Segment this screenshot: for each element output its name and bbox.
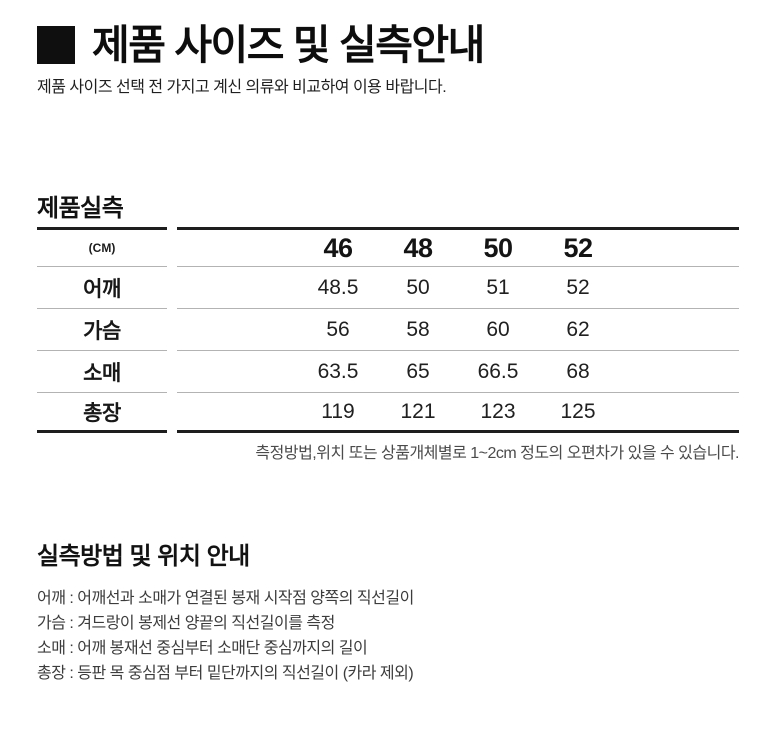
size-col-header-48: 48	[403, 232, 433, 263]
size-value: 63.5	[317, 359, 359, 383]
row-label: 어깨	[37, 267, 167, 309]
row-label: 가슴	[37, 309, 167, 351]
row-values: 48.5 50 51 52	[177, 267, 739, 309]
size-value: 52	[566, 275, 590, 299]
method-line-shoulder: 어깨 : 어깨선과 소매가 연결된 봉재 시작점 양쪽의 직선길이	[37, 590, 414, 607]
table-row-sleeve: 소매 63.5 65 66.5 68	[37, 351, 739, 393]
page-subtitle: 제품 사이즈 선택 전 가지고 계신 의류와 비교하여 이용 바랍니다.	[37, 79, 447, 96]
size-value: 66.5	[477, 359, 519, 383]
size-value: 48.5	[317, 275, 359, 299]
size-table-header-row: (CM) 46 48 50 52	[37, 227, 739, 267]
row-values: 119 121 123 125	[177, 393, 739, 433]
column-gap	[167, 267, 177, 309]
size-value: 125	[560, 399, 596, 423]
size-value: 56	[326, 317, 350, 341]
row-label: 총장	[37, 393, 167, 433]
size-value: 58	[406, 317, 430, 341]
table-row-shoulder: 어깨 48.5 50 51 52	[37, 267, 739, 309]
size-value: 51	[486, 275, 510, 299]
row-values: 56 58 60 62	[177, 309, 739, 351]
size-column-headers: 46 48 50 52	[177, 227, 739, 267]
row-label: 소매	[37, 351, 167, 393]
column-gap	[167, 351, 177, 393]
row-values: 63.5 65 66.5 68	[177, 351, 739, 393]
size-value: 119	[321, 399, 355, 423]
table-row-chest: 가슴 56 58 60 62	[37, 309, 739, 351]
size-col-header-46: 46	[323, 232, 353, 263]
page-title: 제품 사이즈 및 실측안내	[92, 22, 485, 68]
size-value: 123	[480, 399, 516, 423]
size-value: 60	[486, 317, 510, 341]
column-gap	[167, 227, 177, 267]
page-title-row: 제품 사이즈 및 실측안내	[37, 22, 740, 68]
size-value: 121	[400, 399, 436, 423]
table-row-total-length: 총장 119 121 123 125	[37, 393, 739, 433]
column-gap	[167, 393, 177, 433]
black-square-icon	[37, 26, 75, 64]
size-col-header-52: 52	[563, 232, 593, 263]
method-line-chest: 가슴 : 겨드랑이 봉제선 양끝의 직선길이를 측정	[37, 615, 335, 632]
method-line-total-length: 총장 : 등판 목 중심점 부터 밑단까지의 직선길이 (카라 제외)	[37, 665, 414, 682]
measure-tolerance-note: 측정방법,위치 또는 상품개체별로 1~2cm 정도의 오편차가 있을 수 있습…	[255, 445, 739, 462]
size-col-header-50: 50	[483, 232, 513, 263]
size-value: 50	[406, 275, 430, 299]
method-line-sleeve: 소매 : 어깨 봉재선 중심부터 소매단 중심까지의 길이	[37, 640, 368, 657]
unit-label: (CM)	[37, 227, 167, 267]
method-section-heading: 실측방법 및 위치 안내	[37, 543, 250, 570]
size-value: 68	[566, 359, 590, 383]
size-value: 62	[566, 317, 590, 341]
size-value: 65	[406, 359, 430, 383]
column-gap	[167, 309, 177, 351]
method-lines: 어깨 : 어깨선과 소매가 연결된 봉재 시작점 양쪽의 직선길이 가슴 : 겨…	[37, 586, 740, 686]
size-section-heading: 제품실측	[37, 195, 124, 222]
size-table: (CM) 46 48 50 52 어깨 48.5 50 51 52	[37, 227, 739, 433]
